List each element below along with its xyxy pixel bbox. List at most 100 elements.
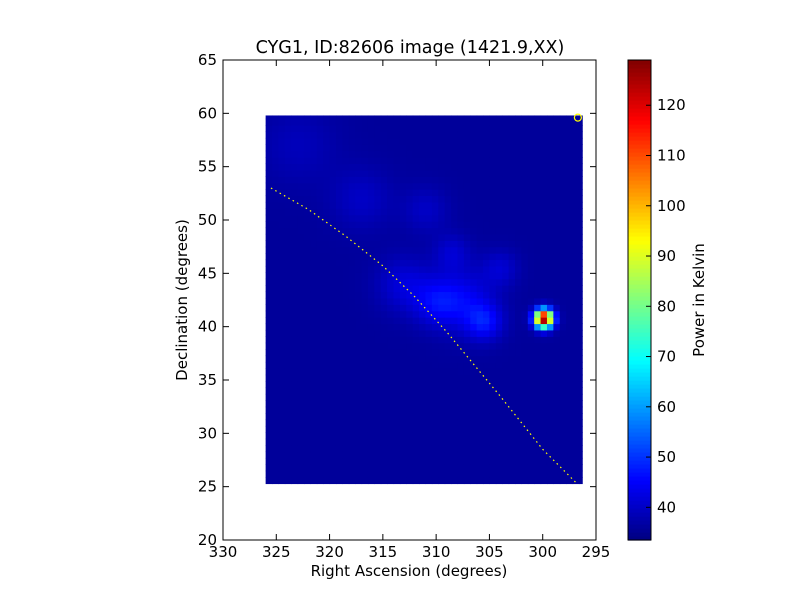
heatmap-cell [463, 285, 471, 293]
heatmap-cell [444, 464, 452, 472]
heatmap-cell [342, 115, 350, 120]
heatmap-cell [342, 163, 350, 171]
heatmap-cell [425, 438, 433, 446]
heatmap-cell [527, 387, 535, 395]
heatmap-cell [540, 329, 548, 337]
colorbar-step [628, 536, 651, 541]
colorbar-step [628, 460, 651, 465]
heatmap-cell [546, 291, 554, 299]
heatmap-cell [425, 208, 433, 216]
y-tick-label: 50 [198, 211, 217, 229]
heatmap-cell [578, 470, 583, 478]
heatmap-cell [489, 400, 497, 408]
heatmap-cell [380, 176, 388, 184]
heatmap-cell [425, 349, 433, 357]
heatmap-cell [566, 137, 574, 145]
heatmap-cell [310, 464, 318, 472]
heatmap-cell [367, 272, 375, 280]
colorbar-step [628, 232, 651, 237]
heatmap-cell [495, 176, 503, 184]
heatmap-cell [451, 131, 459, 139]
heatmap-cell [553, 137, 561, 145]
heatmap-cell [303, 297, 311, 305]
heatmap-cell [451, 361, 459, 369]
heatmap-cell [540, 438, 548, 446]
heatmap-cell [578, 317, 583, 325]
heatmap-cell [335, 131, 343, 139]
heatmap-cell [457, 400, 465, 408]
heatmap-cell [444, 438, 452, 446]
heatmap-cell [291, 477, 299, 485]
heatmap-cell [406, 381, 414, 389]
heatmap-cell [553, 125, 561, 133]
heatmap-cell [470, 221, 478, 229]
heatmap-cell [367, 406, 375, 414]
heatmap-cell [329, 125, 337, 133]
heatmap-cell [566, 201, 574, 209]
heatmap-cell [323, 464, 331, 472]
heatmap-cell [303, 304, 311, 312]
heatmap-cell [495, 342, 503, 350]
heatmap-cell [412, 259, 420, 267]
heatmap-cell [527, 163, 535, 171]
heatmap-cell [297, 329, 305, 337]
colorbar-step [628, 108, 651, 113]
heatmap-cell [316, 118, 324, 126]
heatmap-cell [419, 246, 427, 254]
heatmap-cell [265, 118, 273, 126]
heatmap-cell [425, 457, 433, 465]
heatmap-cell [451, 310, 459, 318]
heatmap-cell [387, 361, 395, 369]
heatmap-cell [572, 176, 580, 184]
heatmap-cell [393, 221, 401, 229]
colorbar-step [628, 408, 651, 413]
heatmap-cell [566, 361, 574, 369]
heatmap-cell [355, 285, 363, 293]
heatmap-cell [297, 451, 305, 459]
heatmap-cell [540, 457, 548, 465]
heatmap-cell [374, 381, 382, 389]
heatmap-cell [265, 413, 273, 421]
heatmap-cell [412, 157, 420, 165]
heatmap-cell [399, 189, 407, 197]
heatmap-cell [451, 355, 459, 363]
heatmap-cell [521, 432, 529, 440]
heatmap-cell [502, 457, 510, 465]
heatmap-cell [508, 445, 516, 453]
heatmap-cell [489, 137, 497, 145]
heatmap-cell [534, 349, 542, 357]
heatmap-cell [527, 323, 535, 331]
heatmap-cell [272, 400, 280, 408]
heatmap-cell [438, 432, 446, 440]
heatmap-cell [393, 419, 401, 427]
heatmap-cell [412, 342, 420, 350]
heatmap-cell [572, 406, 580, 414]
heatmap-cell [483, 291, 491, 299]
heatmap-cell [572, 272, 580, 280]
heatmap-cell [476, 477, 484, 485]
heatmap-cell [578, 419, 583, 427]
heatmap-cell [566, 323, 574, 331]
heatmap-cell [521, 310, 529, 318]
heatmap-cell [457, 144, 465, 152]
heatmap-cell [476, 259, 484, 267]
heatmap-cell [489, 393, 497, 401]
heatmap-cell [387, 278, 395, 286]
heatmap-cell [310, 419, 318, 427]
heatmap-cell [348, 240, 356, 248]
heatmap-cell [329, 413, 337, 421]
heatmap-cell [489, 368, 497, 376]
heatmap-cell [291, 137, 299, 145]
heatmap-cell [329, 349, 337, 357]
heatmap-cell [297, 259, 305, 267]
heatmap-cell [355, 240, 363, 248]
heatmap-cell [463, 304, 471, 312]
heatmap-cell [470, 182, 478, 190]
heatmap-cell [419, 451, 427, 459]
heatmap-cell [284, 169, 292, 177]
heatmap-cell [303, 329, 311, 337]
heatmap-cell [297, 419, 305, 427]
heatmap-cell [431, 278, 439, 286]
heatmap-cell [387, 131, 395, 139]
heatmap-cell [470, 272, 478, 280]
